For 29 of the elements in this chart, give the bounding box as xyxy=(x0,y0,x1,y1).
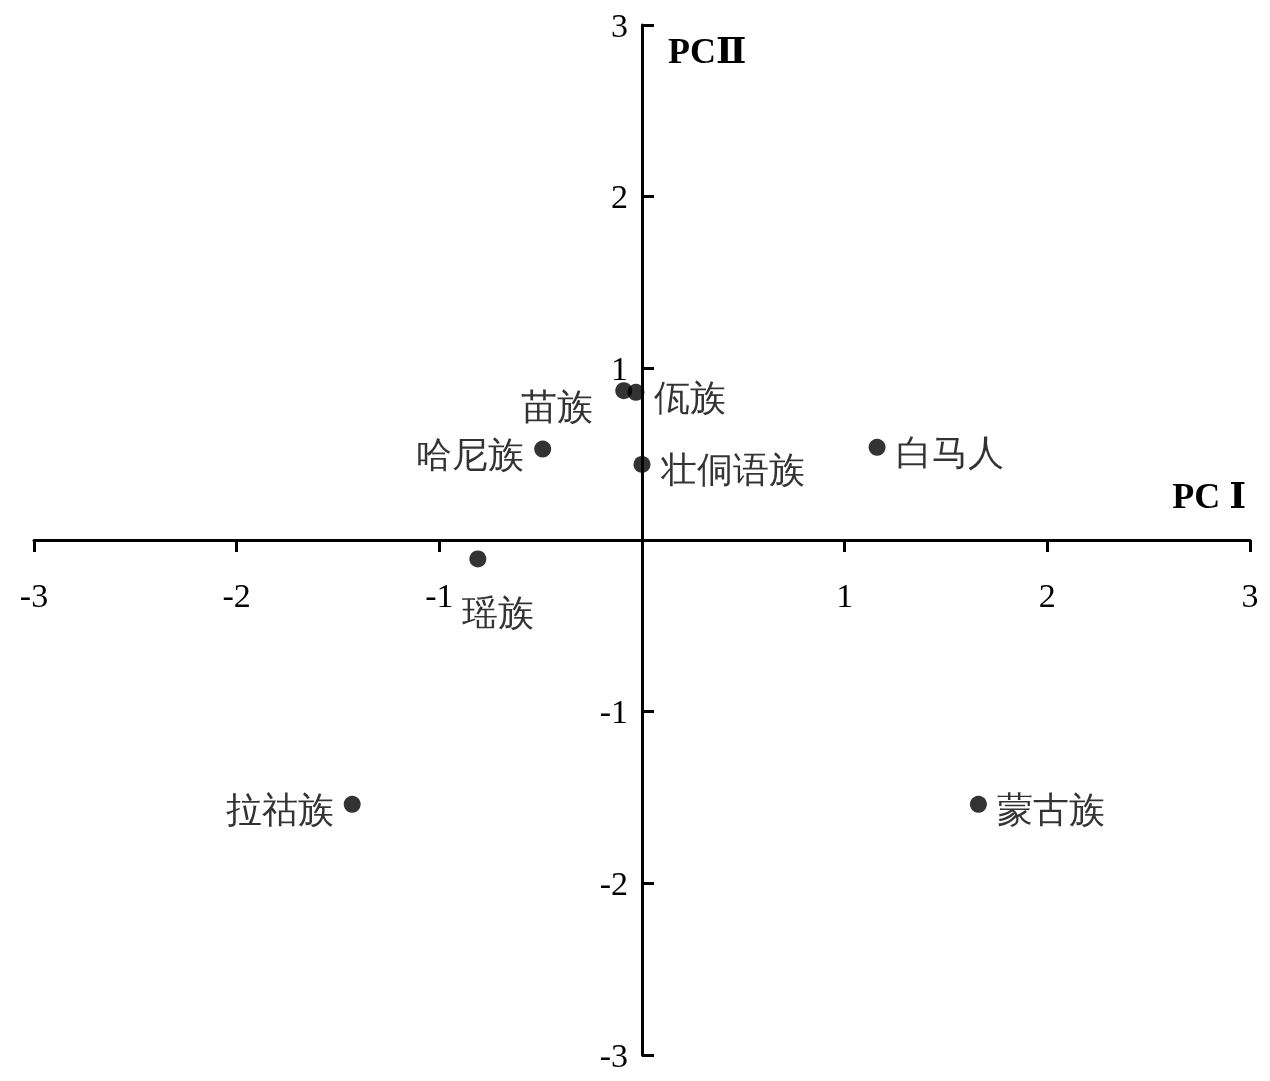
series-label: 哈尼族 xyxy=(416,435,525,476)
x-tick-label: 2 xyxy=(1038,576,1056,614)
y-tick-label: 3 xyxy=(611,6,628,44)
y-tick-label: -3 xyxy=(599,1036,628,1074)
series-label: 瑶族 xyxy=(461,593,534,634)
point xyxy=(469,550,487,568)
y-tick-label: 1 xyxy=(611,349,628,387)
series-label: 苗族 xyxy=(521,386,594,427)
series-label: 蒙古族 xyxy=(996,790,1105,831)
series-label: 拉祜族 xyxy=(225,790,334,831)
y-tick-label: -1 xyxy=(599,693,628,731)
x-axis-title: PC Ⅰ xyxy=(1172,476,1246,516)
x-tick-label: -2 xyxy=(222,576,251,614)
point xyxy=(627,383,645,401)
series-label: 白马人 xyxy=(895,433,1004,474)
point xyxy=(633,455,651,473)
point xyxy=(534,440,552,458)
point xyxy=(868,438,886,456)
point xyxy=(343,795,361,813)
x-tick-label: 3 xyxy=(1241,576,1259,614)
x-tick-label: -1 xyxy=(425,576,454,614)
point xyxy=(969,795,987,813)
x-tick-label: 1 xyxy=(836,576,854,614)
y-tick-label: 2 xyxy=(611,178,628,216)
series-label: 佤族 xyxy=(654,378,727,419)
series-label: 壮侗语族 xyxy=(659,450,805,491)
y-tick-label: -2 xyxy=(599,864,628,902)
y-axis-title: PCⅡ xyxy=(668,31,747,71)
x-tick-label: -3 xyxy=(19,576,49,614)
